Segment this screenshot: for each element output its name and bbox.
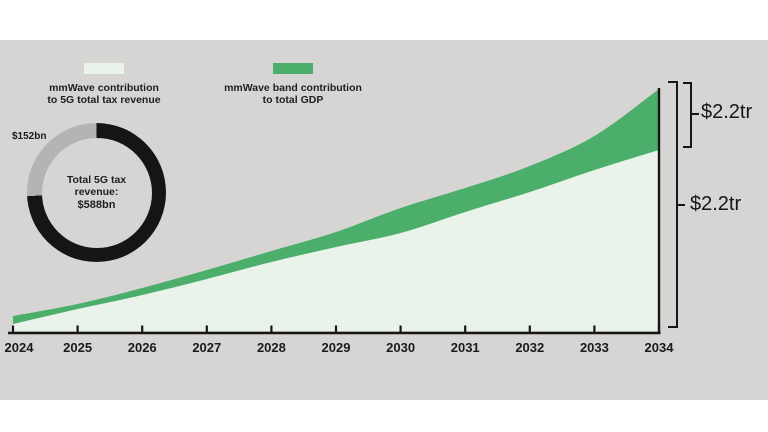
x-axis-year-label: 2025 — [63, 340, 92, 355]
donut-segment-label: $152bn — [12, 131, 47, 142]
x-axis-year-label: 2034 — [645, 340, 675, 355]
x-axis-year-label: 2028 — [257, 340, 286, 355]
donut-hole: Total 5G tax revenue: $588bn — [41, 137, 152, 248]
x-axis-year-label: 2030 — [386, 340, 415, 355]
legend-label-gdp-line1: mmWave band contribution — [224, 82, 362, 94]
donut-center-line1: Total 5G tax — [66, 173, 127, 186]
x-axis-year-label: 2031 — [451, 340, 480, 355]
legend-item-gdp: mmWave band contribution to total GDP — [211, 63, 375, 106]
legend-swatch-tax-icon — [84, 63, 124, 74]
donut-center-value: $588bn — [77, 198, 116, 211]
bracket-gdp-band — [683, 82, 692, 148]
x-axis-year-label: 2032 — [515, 340, 544, 355]
legend-label-gdp-line2: to total GDP — [262, 93, 324, 106]
bracket-total — [668, 81, 678, 328]
x-axis-year-label: 2027 — [192, 340, 221, 355]
donut-center-line2: revenue: — [74, 186, 119, 199]
x-axis-year-label: 2029 — [322, 340, 351, 355]
annotation-gdp-band-value: $2.2tr — [701, 101, 753, 123]
x-axis-year-label: 2033 — [580, 340, 609, 355]
x-axis-year-label: 2026 — [128, 340, 157, 355]
x-axis-year-label: 2024 — [5, 340, 35, 355]
legend-swatch-gdp-icon — [273, 63, 313, 74]
donut-chart: Total 5G tax revenue: $588bn — [27, 123, 166, 262]
annotation-total-value: $2.2tr — [690, 193, 742, 215]
legend-item-tax: mmWave contribution to 5G total tax reve… — [25, 63, 183, 106]
tax-revenue-area — [13, 150, 659, 331]
legend-label-tax-line1: mmWave contribution — [49, 82, 159, 94]
legend-label-tax-line2: to 5G total tax revenue — [47, 93, 161, 106]
